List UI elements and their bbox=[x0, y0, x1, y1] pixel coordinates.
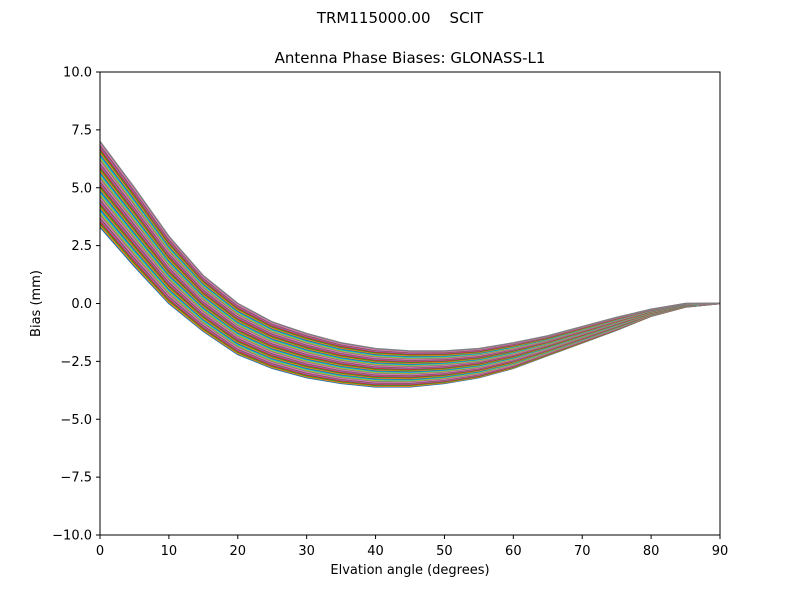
series-line bbox=[99, 162, 721, 361]
x-tick-label: 80 bbox=[643, 544, 660, 559]
x-tick-label: 60 bbox=[505, 544, 522, 559]
ticks-layer: 0 10 20 30 40 50 60 70 80 90 −10.0 −7.5 −5.0 −2.5 0.0 2… bbox=[52, 66, 728, 560]
y-tick-label: −2.5 bbox=[60, 355, 92, 370]
y-tick-label: 2.5 bbox=[71, 239, 92, 254]
y-tick-label: 10.0 bbox=[63, 66, 92, 81]
x-tick-label: 90 bbox=[712, 544, 729, 559]
y-tick-label: 0.0 bbox=[71, 297, 92, 312]
figure-suptitle: TRM115000.00 SCIT bbox=[316, 9, 484, 27]
x-tick-label: 20 bbox=[230, 544, 247, 559]
y-tick-label: −7.5 bbox=[60, 471, 92, 486]
x-tick-label: 30 bbox=[298, 544, 315, 559]
chart-title: Antenna Phase Biases: GLONASS-L1 bbox=[275, 49, 546, 67]
x-tick-label: 10 bbox=[161, 544, 178, 559]
series-line bbox=[99, 159, 721, 360]
series-line bbox=[99, 155, 721, 358]
y-tick-label: 7.5 bbox=[71, 123, 92, 138]
x-tick-label: 70 bbox=[574, 544, 591, 559]
y-tick-label: 5.0 bbox=[71, 181, 92, 196]
x-tick-label: 50 bbox=[436, 544, 453, 559]
x-tick-label: 0 bbox=[96, 544, 104, 559]
series-line bbox=[99, 161, 721, 361]
y-axis-label: Bias (mm) bbox=[29, 270, 44, 337]
series-line bbox=[99, 141, 720, 352]
series-layer bbox=[99, 141, 721, 388]
x-axis-label: Elvation angle (degrees) bbox=[330, 563, 489, 578]
y-tick-label: −10.0 bbox=[52, 529, 92, 544]
series-line bbox=[99, 157, 721, 359]
y-tick-label: −5.0 bbox=[60, 413, 92, 428]
plot-frame bbox=[99, 71, 721, 536]
x-tick-label: 40 bbox=[367, 544, 384, 559]
